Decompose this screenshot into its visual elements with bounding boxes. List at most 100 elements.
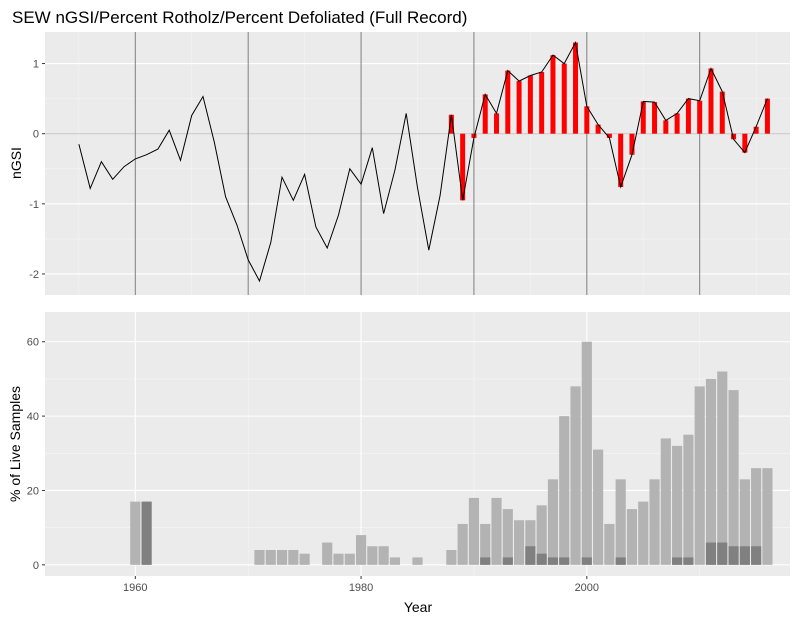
ngsi-bar <box>595 124 601 134</box>
ngsi-bar <box>663 120 669 134</box>
ngsi-bar <box>527 75 533 134</box>
percent-bar-light <box>514 520 525 565</box>
percent-bar-light <box>367 546 378 565</box>
top-y-tick-label: -1 <box>29 199 39 211</box>
bottom-bars-light <box>130 341 773 565</box>
percent-bar-light <box>254 549 265 565</box>
percent-bar-dark <box>683 557 694 565</box>
top-decade-lines <box>134 32 701 295</box>
ngsi-bar <box>629 133 635 155</box>
percent-bar-light <box>446 549 457 565</box>
percent-bar-light <box>581 341 592 565</box>
ngsi-bar <box>539 71 545 134</box>
ngsi-bar <box>640 101 646 134</box>
percent-bar-light <box>751 468 762 565</box>
bottom-y-ticks: 0 20 40 60 <box>27 337 45 572</box>
percent-bar-light <box>728 390 739 565</box>
ngsi-bar <box>460 133 466 201</box>
top-y-tick-label: -2 <box>29 269 39 281</box>
percent-bar-dark <box>739 546 750 565</box>
bottom-y-tick-label: 60 <box>27 337 39 349</box>
percent-bar-dark <box>672 557 683 565</box>
bottom-y-tick-label: 20 <box>27 485 39 497</box>
percent-bar-light <box>389 557 401 565</box>
percent-bar-light <box>593 449 604 565</box>
percent-bar-dark <box>559 557 570 565</box>
ngsi-bar <box>494 113 500 134</box>
x-tick-label: 1980 <box>349 582 373 594</box>
top-y-tick-label: 1 <box>33 59 39 71</box>
percent-bar-light <box>491 497 502 565</box>
top-y-tick-label: 0 <box>33 129 39 141</box>
percent-bar-light <box>130 501 141 565</box>
ngsi-bar <box>482 94 488 134</box>
top-y-axis-title: nGSI <box>8 147 24 179</box>
bottom-x-ticks: 1960 1980 2000 <box>123 576 599 594</box>
percent-bar-light <box>299 553 310 565</box>
percent-bar-dark <box>717 542 728 565</box>
top-gridlines <box>45 32 790 295</box>
percent-bar-light <box>355 535 367 565</box>
percent-bar-light <box>649 479 660 565</box>
percent-bar-light <box>672 445 683 565</box>
percent-bar-light <box>322 542 333 565</box>
percent-bar-light <box>378 546 389 565</box>
ngsi-bar <box>764 98 770 134</box>
percent-bar-light <box>502 509 513 565</box>
percent-bar-dark <box>705 542 717 565</box>
bottom-y-tick-label: 0 <box>33 560 39 572</box>
percent-bar-light <box>683 434 694 565</box>
percent-bar-light <box>276 549 288 565</box>
percent-bar-light <box>412 557 423 565</box>
ngsi-bar <box>584 106 590 134</box>
percent-bar-dark <box>615 557 626 565</box>
top-bars <box>448 42 770 201</box>
percent-bar-dark <box>581 557 592 565</box>
bottom-bars-dark <box>141 501 762 565</box>
ngsi-bar <box>731 133 737 140</box>
percent-bar-light <box>570 386 581 565</box>
ngsi-bar <box>516 81 522 134</box>
ngsi-bar <box>573 42 579 134</box>
percent-bar-light <box>288 549 299 565</box>
percent-bar-light <box>333 553 344 565</box>
percent-bar-light <box>525 520 536 565</box>
percent-bar-light <box>626 509 638 565</box>
ngsi-bar <box>697 100 703 134</box>
ngsi-bar <box>742 133 748 153</box>
ngsi-bar <box>550 55 556 134</box>
percent-bar-light <box>705 378 717 565</box>
top-y-ticks: -2 -1 0 1 <box>29 59 45 281</box>
top-line-series <box>78 40 768 283</box>
x-tick-label: 1960 <box>123 582 147 594</box>
ngsi-bar <box>448 114 454 134</box>
top-panel: -2 -1 0 1 nGSI <box>8 32 790 295</box>
percent-bar-light <box>762 468 773 565</box>
percent-bar-light <box>604 523 615 565</box>
percent-bar-light <box>717 371 728 565</box>
bottom-panel: 0 20 40 60 1960 1980 2000 % of Live Samples Y… <box>7 312 790 615</box>
ngsi-bar <box>753 126 759 134</box>
ngsi-bar <box>674 113 680 134</box>
percent-bar-light <box>468 497 480 565</box>
percent-bar-light <box>739 479 750 565</box>
x-axis-title: Year <box>404 599 433 615</box>
ngsi-bar <box>505 70 511 134</box>
percent-bar-light <box>547 479 559 565</box>
ngsi-bar <box>685 98 691 134</box>
percent-bar-light <box>344 553 355 565</box>
bottom-y-axis-title: % of Live Samples <box>7 386 23 502</box>
percent-bar-dark <box>502 557 513 565</box>
percent-bar-light <box>660 438 671 565</box>
percent-bar-light <box>265 549 276 565</box>
bottom-y-tick-label: 40 <box>27 411 39 423</box>
x-tick-label: 2000 <box>575 582 599 594</box>
ngsi-bar <box>606 133 612 138</box>
percent-bar-dark <box>480 557 491 565</box>
percent-bar-dark <box>525 546 536 565</box>
percent-bar-light <box>615 479 626 565</box>
percent-bar-dark <box>536 553 547 565</box>
percent-bar-light <box>480 523 491 565</box>
percent-bar-light <box>457 523 468 565</box>
